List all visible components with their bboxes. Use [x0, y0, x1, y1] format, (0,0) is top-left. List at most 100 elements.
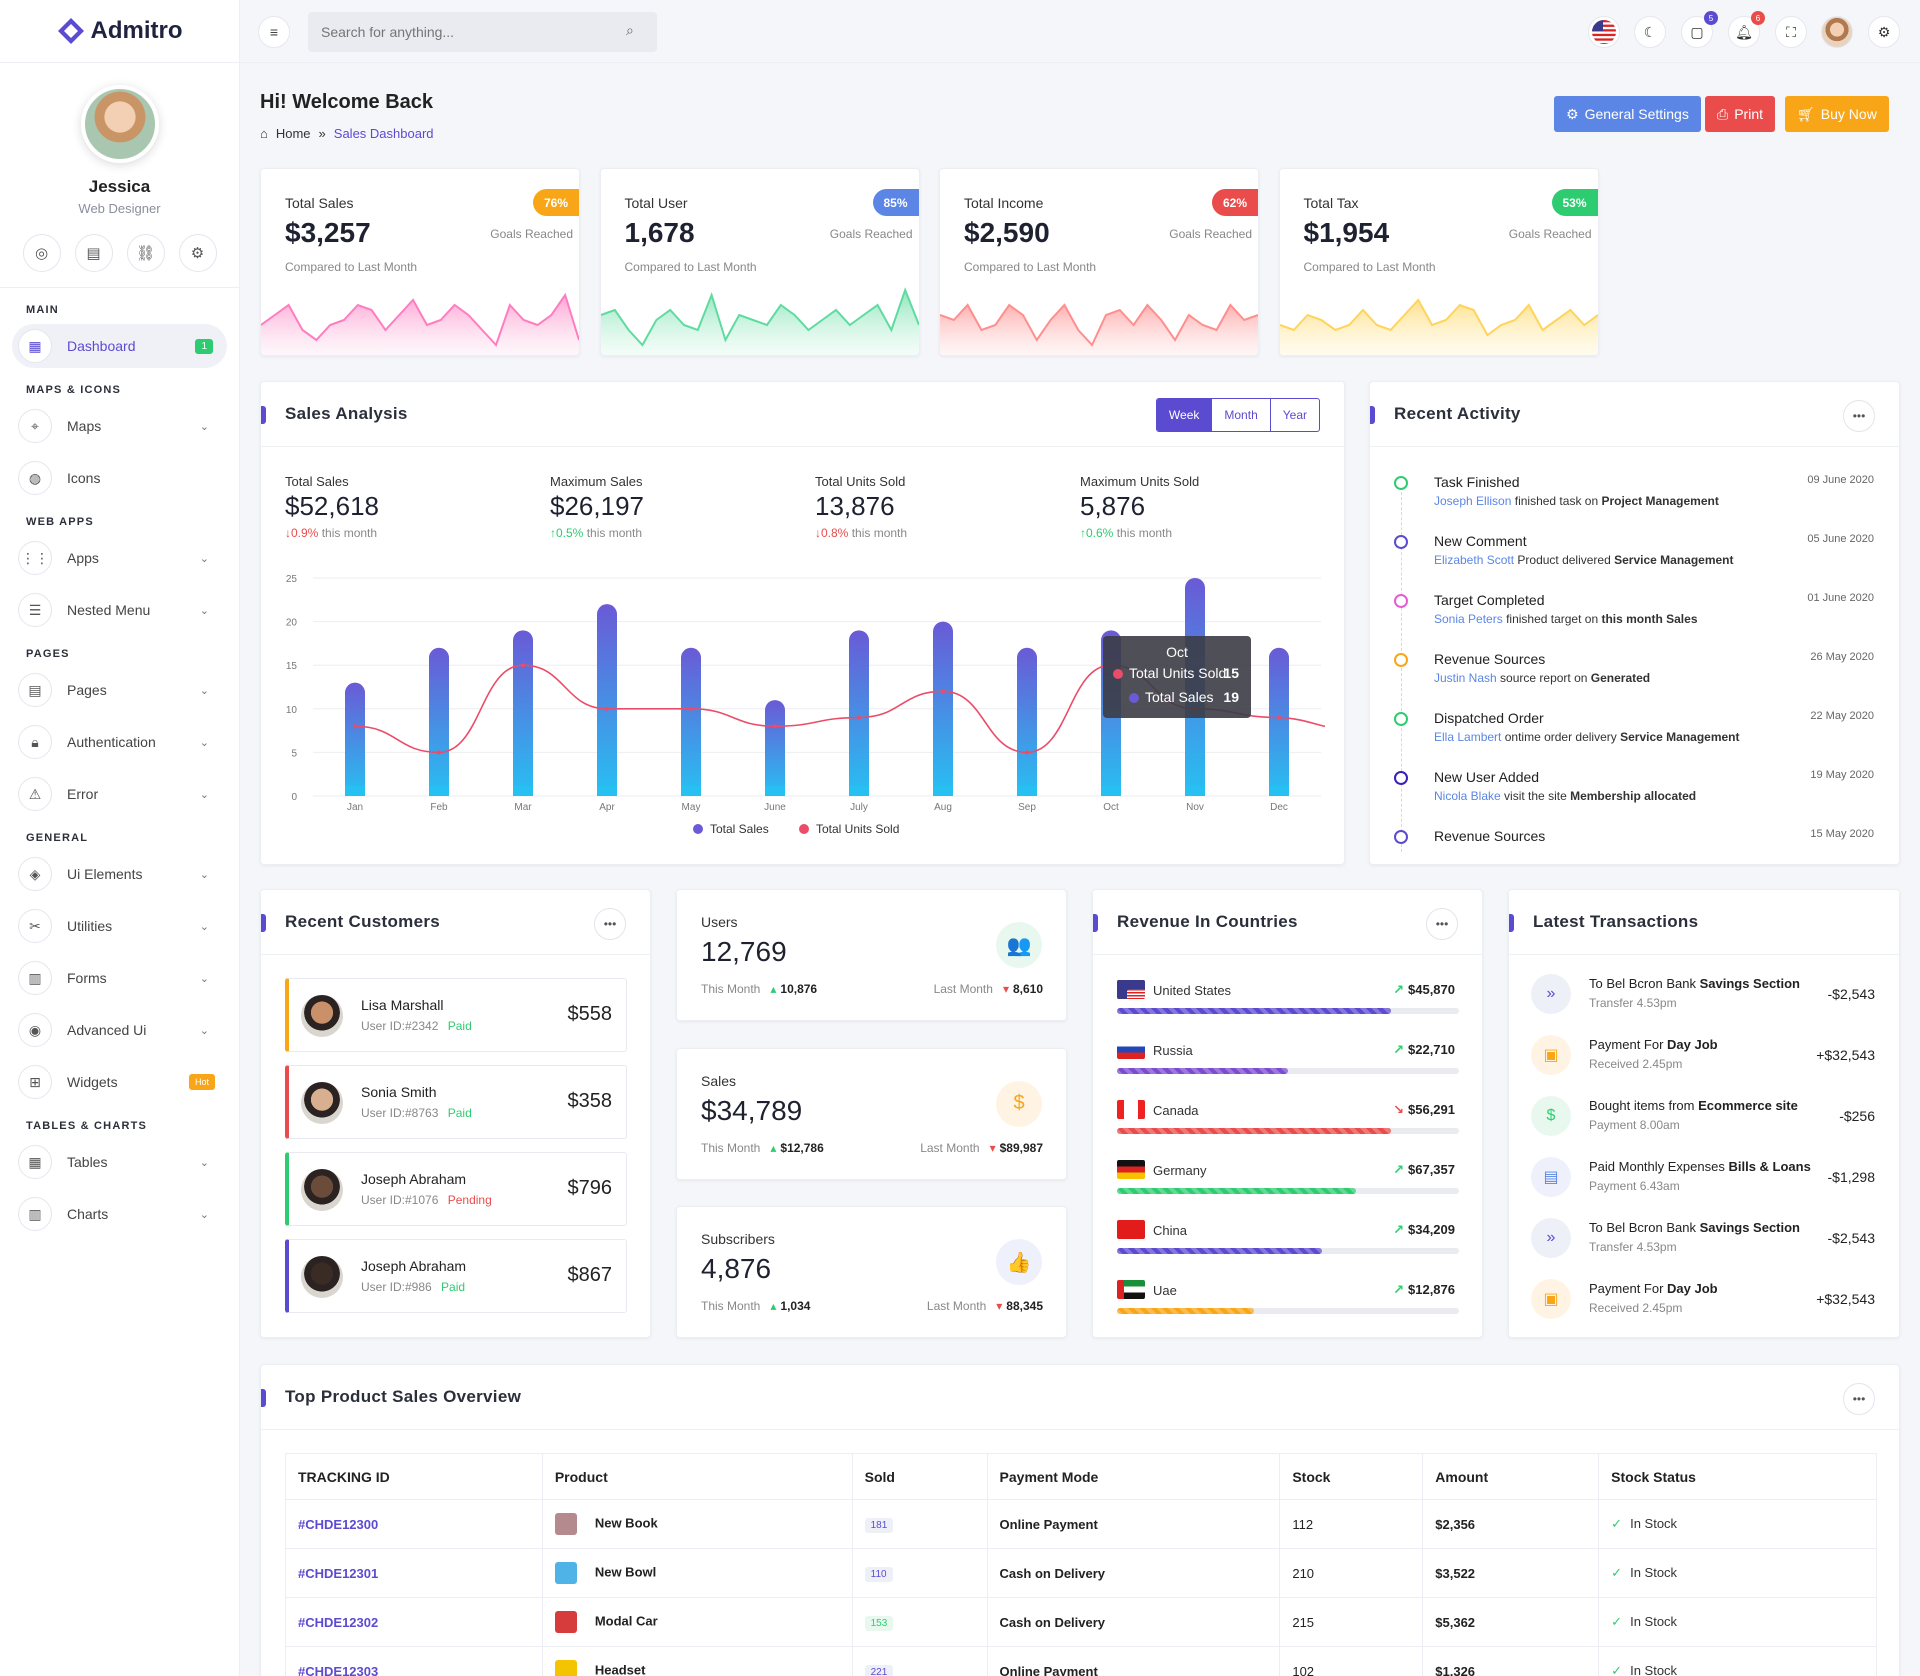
sidebar-item-label: Charts: [67, 1206, 109, 1222]
activity-item[interactable]: Revenue Sources 15 May 2020: [1394, 828, 1874, 864]
user-avatar-button[interactable]: [1821, 16, 1853, 48]
activity-title: Revenue Sources: [1434, 828, 1546, 844]
sidebar-item-nested-menu[interactable]: ☰ Nested Menu ⌄: [12, 588, 227, 632]
fullscreen-button[interactable]: ⛶: [1775, 16, 1807, 48]
sidebar-item-advanced-ui[interactable]: ◉ Advanced Ui ⌄: [12, 1008, 227, 1052]
transaction-amount: -$256: [1839, 1108, 1875, 1124]
activity-user[interactable]: Justin Nash: [1434, 671, 1497, 685]
tracking-id-text[interactable]: #CHDE12301: [298, 1565, 379, 1581]
chevrons-right-icon: »: [1531, 974, 1571, 1014]
metric-change-value: 0.9%: [291, 526, 319, 540]
sidebar-item-error[interactable]: ⚠︎ Error ⌄: [12, 772, 227, 816]
tracking-id-text[interactable]: #CHDE12302: [298, 1614, 379, 1630]
more-options-button[interactable]: •••: [1426, 908, 1458, 940]
list-item[interactable]: Joseph Abraham User ID:#1076 Pending $79…: [285, 1152, 627, 1226]
column-header[interactable]: Stock Status: [1598, 1453, 1877, 1500]
avatar[interactable]: [80, 85, 159, 163]
activity-item[interactable]: Target Completed Sonia Peters finished t…: [1394, 592, 1874, 632]
activity-item[interactable]: New Comment Elizabeth Scott Product deli…: [1394, 533, 1874, 573]
list-item[interactable]: Sonia Smith User ID:#8763 Paid $358: [285, 1065, 627, 1139]
column-header[interactable]: Product: [541, 1453, 853, 1500]
stat-value: $2,590: [964, 217, 1050, 248]
activity-target: Project Management: [1601, 494, 1719, 508]
activity-item[interactable]: New User Added Nicola Blake visit the si…: [1394, 769, 1874, 809]
sidebar-item-charts[interactable]: ▥ Charts ⌄: [12, 1192, 227, 1236]
transaction-title-text: To Bel Bcron Bank: [1589, 976, 1696, 991]
menu-toggle-button[interactable]: ≡: [258, 16, 290, 48]
transaction-title-text: Bought items from: [1589, 1098, 1695, 1113]
sidebar-item-ui-elements[interactable]: ◈ Ui Elements ⌄: [12, 852, 227, 896]
share-icon[interactable]: ⛓: [126, 234, 165, 272]
tracking-id-text[interactable]: #CHDE12300: [298, 1516, 379, 1532]
tracking-id-text[interactable]: #CHDE12303: [298, 1663, 379, 1676]
sidebar-item-authentication[interactable]: 🔒︎ Authentication ⌄: [12, 720, 227, 764]
tracking-id[interactable]: #CHDE12303: [285, 1646, 543, 1676]
sidebar-item-pages[interactable]: ▤ Pages ⌄: [12, 668, 227, 712]
settings-button[interactable]: ⚙: [1868, 16, 1900, 48]
transaction-row[interactable]: ▣ Payment For Day Job Received 2.45pm +$…: [1531, 1031, 1875, 1081]
notifications-button[interactable]: 🔔︎ 6: [1728, 11, 1765, 48]
search-icon[interactable]: ⌕: [626, 22, 634, 38]
list-item[interactable]: Lisa Marshall User ID:#2342 Paid $558: [285, 978, 627, 1052]
column-header[interactable]: Payment Mode: [986, 1453, 1281, 1500]
document-icon[interactable]: ▤: [74, 234, 113, 272]
activity-user[interactable]: Joseph Ellison: [1434, 494, 1512, 508]
tab-year[interactable]: Year: [1269, 399, 1319, 431]
more-options-button[interactable]: •••: [1843, 1383, 1875, 1415]
general-settings-button[interactable]: ⚙ General Settings: [1554, 96, 1701, 132]
sidebar-item-apps[interactable]: ⋮⋮ Apps ⌄: [12, 536, 227, 580]
cart-button[interactable]: ▢ 5: [1681, 11, 1718, 48]
activity-user[interactable]: Elizabeth Scott: [1434, 553, 1515, 567]
tracking-id[interactable]: #CHDE12302: [285, 1597, 543, 1647]
column-header[interactable]: Amount: [1422, 1453, 1600, 1500]
column-header[interactable]: Stock: [1279, 1453, 1424, 1500]
activity-item[interactable]: Dispatched Order Ella Lambert ontime ord…: [1394, 710, 1874, 750]
sidebar-item-widgets[interactable]: ⊞ Widgets Hot: [12, 1060, 227, 1104]
sidebar-item-maps[interactable]: ⌖ Maps ⌄: [12, 404, 227, 448]
summary-value: 4,876: [701, 1253, 772, 1284]
transaction-row[interactable]: » To Bel Bcron Bank Savings Section Tran…: [1531, 970, 1875, 1020]
activity-item[interactable]: Task Finished Joseph Ellison finished ta…: [1394, 474, 1874, 514]
activity-user[interactable]: Sonia Peters: [1434, 612, 1503, 626]
breadcrumb-home[interactable]: Home: [275, 126, 311, 141]
more-options-button[interactable]: •••: [594, 908, 626, 940]
print-button[interactable]: ⎙ Print: [1705, 96, 1775, 132]
activity-item[interactable]: Revenue Sources Justin Nash source repor…: [1394, 651, 1874, 691]
activity-user[interactable]: Nicola Blake: [1434, 789, 1501, 803]
customer-amount: $796: [567, 1177, 613, 1199]
more-options-button[interactable]: •••: [1843, 400, 1875, 432]
support-icon[interactable]: ◎: [22, 234, 61, 272]
transaction-row[interactable]: » To Bel Bcron Bank Savings Section Tran…: [1531, 1214, 1875, 1264]
chevron-down-icon: ⌄: [199, 604, 209, 617]
sidebar-item-icons[interactable]: ◍ Icons: [12, 456, 227, 500]
table-row[interactable]: #CHDE12300 New Book 181 Online Payment 1…: [285, 1499, 1877, 1549]
transaction-row[interactable]: ▤ Paid Monthly Expenses Bills & Loans Pa…: [1531, 1153, 1875, 1203]
sidebar-item-forms[interactable]: ▥ Forms ⌄: [12, 956, 227, 1000]
buy-now-button[interactable]: 🛒︎ Buy Now: [1785, 96, 1889, 132]
bar-chart-icon: ▥: [18, 1197, 52, 1231]
table-row[interactable]: #CHDE12303 Headset 221 Online Payment 10…: [285, 1646, 1877, 1676]
transaction-title-bold: Day Job: [1667, 1281, 1718, 1296]
table-row[interactable]: #CHDE12301 New Bowl 110 Cash on Delivery…: [285, 1548, 1877, 1598]
stat-compare: Compared to Last Month: [285, 260, 418, 274]
tracking-id[interactable]: #CHDE12301: [285, 1548, 543, 1598]
sidebar-item-dashboard[interactable]: ▦ Dashboard 1: [12, 324, 227, 368]
sidebar-item-tables[interactable]: ▦ Tables ⌄: [12, 1140, 227, 1184]
gear-icon[interactable]: ⚙: [178, 234, 217, 272]
list-item[interactable]: Joseph Abraham User ID:#986 Paid $867: [285, 1239, 627, 1313]
column-header[interactable]: Sold: [851, 1453, 988, 1500]
activity-user[interactable]: Ella Lambert: [1434, 730, 1502, 744]
transaction-row[interactable]: ▣ Payment For Day Job Received 2.45pm +$…: [1531, 1275, 1875, 1325]
language-flag-button[interactable]: [1588, 16, 1620, 48]
sidebar-item-utilities[interactable]: ✂ Utilities ⌄: [12, 904, 227, 948]
stat-label: Total Sales: [285, 195, 354, 211]
tab-week[interactable]: Week: [1156, 399, 1212, 431]
column-header[interactable]: TRACKING ID: [285, 1453, 543, 1500]
table-row[interactable]: #CHDE12302 Modal Car 153 Cash on Deliver…: [285, 1597, 1877, 1647]
search-input[interactable]: [308, 12, 657, 52]
logo[interactable]: Admitro: [0, 0, 239, 63]
dark-mode-toggle[interactable]: ☾: [1634, 16, 1666, 48]
transaction-row[interactable]: $ Bought items from Ecommerce site Payme…: [1531, 1092, 1875, 1142]
tab-month[interactable]: Month: [1211, 399, 1269, 431]
tracking-id[interactable]: #CHDE12300: [285, 1499, 543, 1549]
